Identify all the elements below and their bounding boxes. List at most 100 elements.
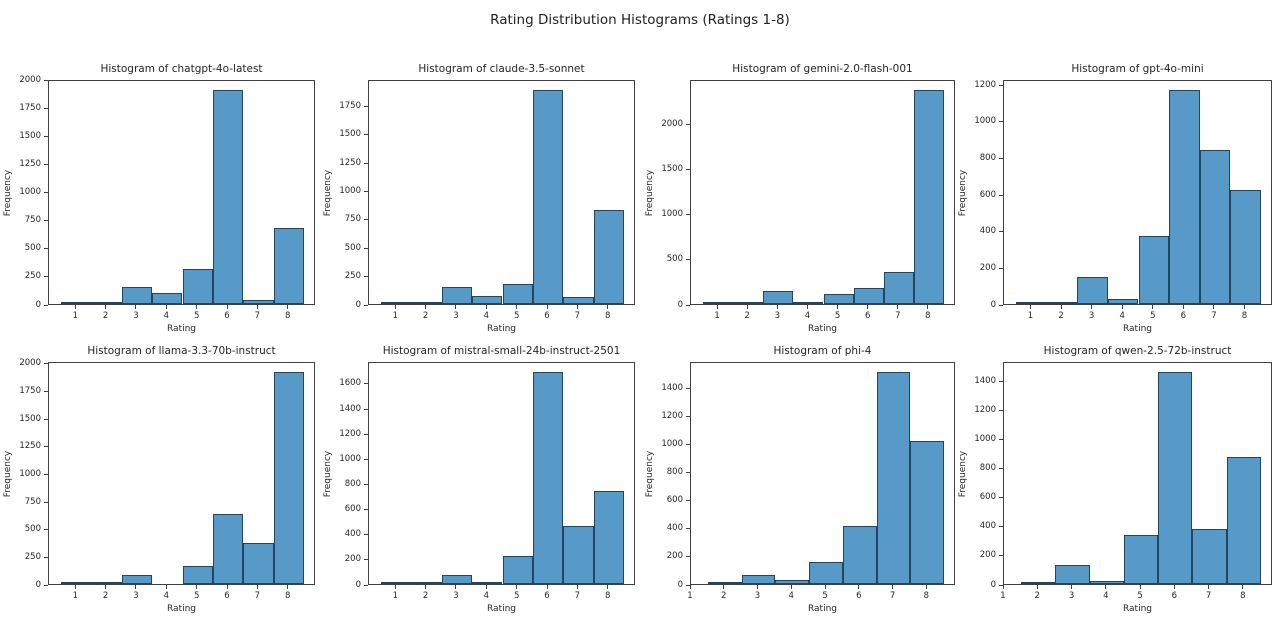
y-tick-mark (44, 192, 48, 194)
x-tick-mark (607, 305, 609, 309)
x-tick-label: 8 (1241, 311, 1248, 321)
x-tick-label: 5 (834, 311, 841, 321)
y-tick-mark (44, 107, 48, 109)
x-tick-label: 4 (163, 311, 170, 321)
x-tick-mark (74, 585, 76, 589)
x-tick-mark (394, 585, 396, 589)
y-tick-label: 1000 (19, 187, 41, 198)
x-tick-label: 6 (544, 311, 550, 321)
bar-rating-8 (913, 89, 944, 304)
x-axis-label: Rating (807, 324, 838, 334)
x-tick-label: 8 (604, 311, 611, 321)
y-tick-mark (686, 387, 690, 389)
x-tick-mark (1036, 585, 1038, 589)
y-tick-mark (364, 247, 368, 249)
x-tick-label: 5 (513, 591, 520, 601)
x-tick-label: 7 (574, 311, 581, 321)
x-tick-label: 7 (1205, 591, 1212, 601)
y-tick-label: 1000 (339, 453, 361, 464)
y-tick-label: 400 (344, 529, 361, 540)
x-tick-label: 8 (604, 591, 611, 601)
x-tick-mark (74, 305, 76, 309)
x-tick-mark (394, 305, 396, 309)
x-tick-label: 3 (133, 311, 139, 321)
x-tick-label: 7 (889, 591, 896, 601)
y-tick-mark (686, 443, 690, 445)
x-tick-mark (516, 305, 518, 309)
bar-rating-4 (1089, 581, 1124, 584)
x-tick-mark (1139, 585, 1141, 589)
bar-rating-3 (1055, 565, 1090, 584)
y-tick-mark (364, 534, 368, 536)
y-tick-label: 1000 (339, 186, 361, 197)
y-tick-mark (999, 497, 1003, 499)
bar-rating-6 (212, 513, 244, 584)
y-tick-mark (44, 446, 48, 448)
bar-rating-1 (61, 582, 92, 584)
x-tick-label: 1 (1000, 591, 1006, 601)
y-tick-label: 250 (24, 551, 41, 562)
y-tick-mark (999, 194, 1003, 196)
bar-rating-6 (842, 526, 877, 584)
x-axis-label: Rating (166, 324, 197, 334)
y-tick-label: 600 (344, 504, 361, 515)
y-tick-mark (686, 259, 690, 261)
bar-rating-3 (441, 574, 473, 584)
bar-rating-1 (381, 582, 412, 584)
x-tick-label: 4 (1103, 591, 1109, 601)
bar-rating-3 (1077, 276, 1108, 304)
x-tick-mark (1121, 305, 1123, 309)
bar-rating-1 (1016, 302, 1047, 304)
x-tick-mark (516, 585, 518, 589)
x-tick-label: 4 (483, 311, 490, 321)
bar-rating-5 (502, 284, 533, 304)
x-tick-label: 4 (804, 311, 811, 321)
y-tick-mark (999, 121, 1003, 123)
x-tick-label: 1 (687, 591, 693, 601)
y-tick-mark (364, 219, 368, 221)
x-tick-mark (925, 585, 927, 589)
bar-rating-5 (1123, 534, 1159, 584)
x-tick-label: 1 (392, 311, 398, 321)
y-tick-mark (999, 304, 1003, 306)
y-tick-label: 1200 (974, 79, 996, 90)
bar-rating-2 (1046, 301, 1078, 304)
x-tick-label: 1 (72, 591, 78, 601)
y-tick-mark (686, 556, 690, 558)
subplot-title: Histogram of phi-4 (773, 345, 872, 357)
y-tick-mark (999, 84, 1003, 86)
y-axis-label: Frequency (958, 450, 968, 497)
x-tick-mark (1182, 305, 1184, 309)
x-tick-label: 8 (284, 311, 291, 321)
x-tick-label: 2 (422, 591, 429, 601)
y-tick-label: 1250 (19, 158, 41, 169)
x-tick-label: 2 (102, 591, 109, 601)
y-axis-label: Frequency (958, 169, 968, 216)
y-tick-label: 2000 (661, 119, 683, 130)
bar-rating-5 (182, 268, 213, 304)
x-tick-mark (196, 585, 198, 589)
y-tick-mark (999, 409, 1003, 411)
x-tick-label: 1 (714, 311, 720, 321)
y-tick-mark (364, 408, 368, 410)
x-tick-mark (425, 585, 427, 589)
bar-rating-3 (441, 287, 473, 304)
x-tick-label: 5 (193, 311, 200, 321)
bar-rating-4 (1107, 298, 1139, 304)
y-tick-mark (999, 555, 1003, 557)
x-tick-mark (165, 305, 167, 309)
bar-rating-8 (1226, 457, 1261, 584)
y-tick-label: 1000 (974, 434, 996, 445)
x-tick-mark (716, 305, 718, 309)
x-axis-label: Rating (486, 604, 517, 614)
x-tick-mark (226, 305, 228, 309)
y-tick-mark (44, 363, 48, 365)
y-tick-mark (999, 439, 1003, 441)
bar-rating-4 (472, 296, 503, 304)
y-tick-mark (686, 471, 690, 473)
x-axis-label: Rating (166, 604, 197, 614)
x-tick-mark (1213, 305, 1215, 309)
y-tick-mark (686, 500, 690, 502)
bar-rating-2 (707, 581, 742, 584)
bar-rating-8 (273, 227, 304, 304)
